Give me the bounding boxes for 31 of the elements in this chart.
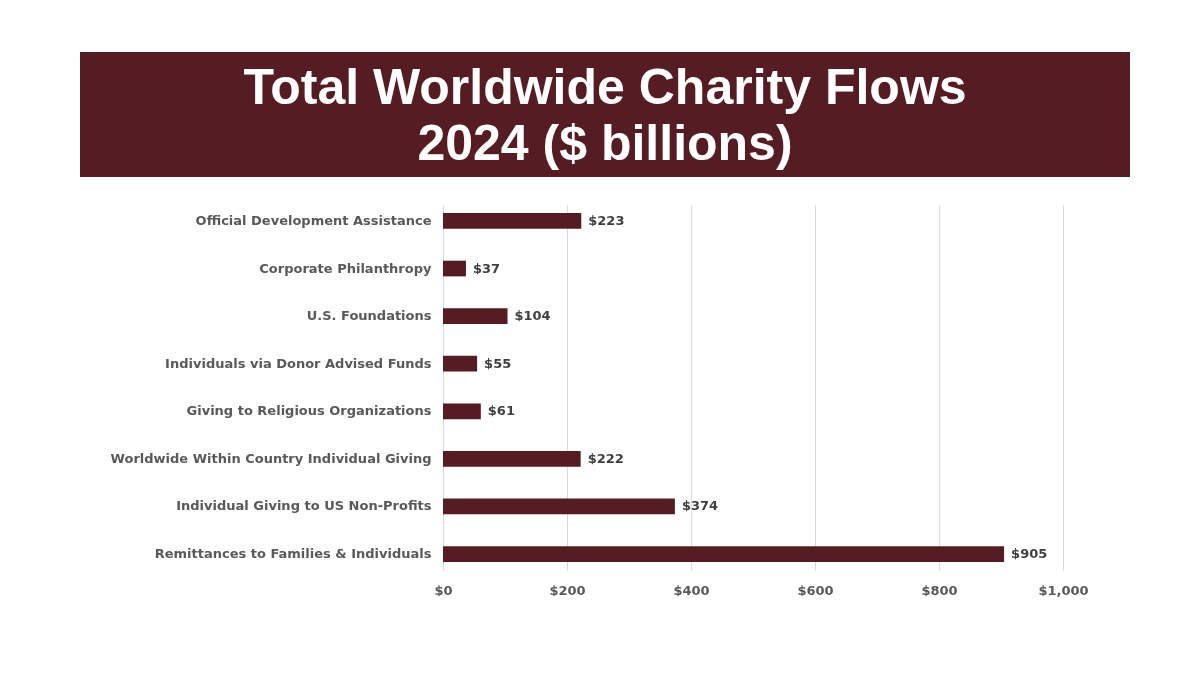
bar — [443, 451, 581, 467]
data-label: $905 — [1011, 546, 1048, 562]
y-tick-label: Remittances to Families & Individuals — [154, 546, 432, 562]
data-label: $55 — [484, 355, 512, 371]
y-tick-label: Giving to Religious Organizations — [186, 403, 432, 419]
y-tick-label: U.S. Foundations — [306, 308, 432, 324]
y-tick-label: Corporate Philanthropy — [259, 260, 433, 276]
x-tick-label: $0 — [434, 582, 453, 598]
data-label: $222 — [587, 450, 624, 466]
bar — [443, 260, 466, 277]
y-tick-label: Individual Giving to US Non-Profits — [176, 498, 432, 514]
data-label: $223 — [588, 212, 625, 228]
bar — [443, 308, 508, 324]
bar — [443, 403, 481, 420]
bar — [443, 213, 582, 229]
data-label: $61 — [487, 403, 515, 419]
y-tick-label: Official Development Assistance — [195, 212, 432, 228]
x-tick-label: $800 — [921, 582, 958, 598]
bar — [443, 498, 675, 515]
x-tick-label: $200 — [549, 582, 586, 598]
y-tick-label: Individuals via Donor Advised Funds — [165, 355, 432, 371]
chart-title: Total Worldwide Charity Flows 2024 ($ billions) — [80, 52, 1130, 177]
data-label: $374 — [681, 498, 719, 514]
data-label: $37 — [472, 260, 501, 276]
x-tick-label: $1,000 — [1038, 582, 1089, 598]
x-tick-label: $400 — [673, 582, 710, 598]
y-tick-label: Worldwide Within Country Individual Giving — [110, 450, 432, 466]
bar — [443, 546, 1005, 562]
data-label: $104 — [514, 308, 551, 324]
x-tick-label: $600 — [797, 582, 834, 598]
bar — [443, 355, 478, 372]
